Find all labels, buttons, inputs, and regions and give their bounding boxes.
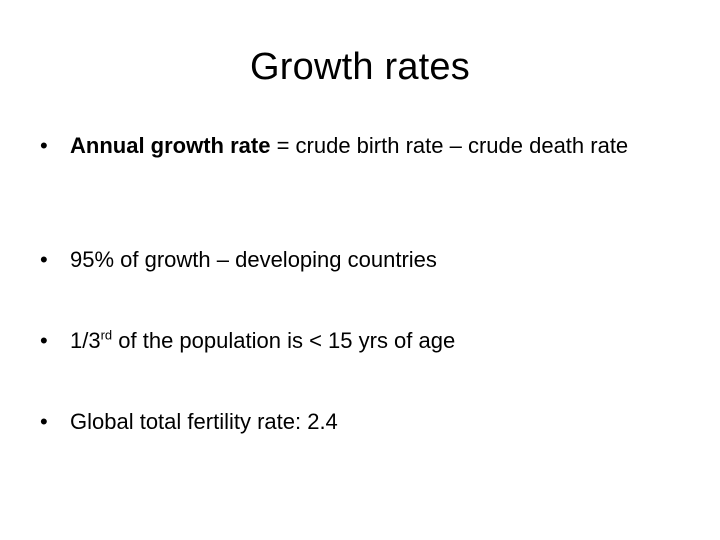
bullet-dot: • [40, 133, 48, 158]
bullet-text: 95% of growth – developing countries [70, 247, 437, 272]
bullet-item: • Global total fertility rate: 2.4 [40, 406, 720, 438]
bullet-bold-term: Annual growth rate [70, 133, 271, 158]
ordinal-superscript: rd [100, 327, 113, 343]
bullet-text: = crude birth rate – crude death rate [270, 133, 629, 158]
bullet-item: • 1/3rd of the population is < 15 yrs of… [40, 325, 720, 357]
bullet-text: Global total fertility rate: 2.4 [70, 409, 338, 434]
bullet-text-fraction: 1/3 [70, 328, 101, 353]
bullet-dot: • [40, 328, 48, 353]
bullet-dot: • [40, 409, 48, 434]
bullet-item: • 95% of growth – developing countries [40, 244, 720, 276]
bullet-dot: • [40, 247, 48, 272]
bullet-item: • Annual growth rate = crude birth rate … [40, 130, 720, 162]
bullet-text: of the population is < 15 yrs of age [112, 328, 456, 353]
slide-title: Growth rates [250, 46, 470, 88]
